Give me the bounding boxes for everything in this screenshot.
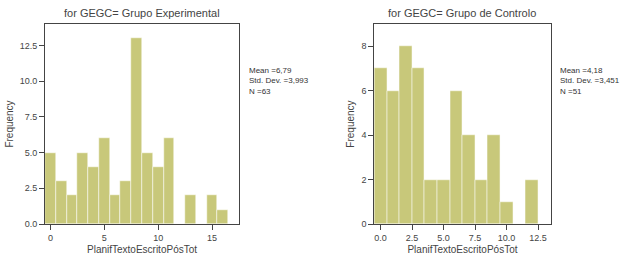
svg-text:2.5: 2.5 xyxy=(406,233,419,243)
svg-text:0: 0 xyxy=(361,219,366,229)
svg-text:0.0: 0.0 xyxy=(374,233,387,243)
svg-text:0: 0 xyxy=(48,233,53,243)
svg-text:PlanifTextoEscritoPósTot: PlanifTextoEscritoPósTot xyxy=(87,244,197,255)
svg-text:0.0: 0.0 xyxy=(25,219,38,229)
svg-text:Mean =6,79Std. Dev. =3,993N =6: Mean =6,79Std. Dev. =3,993N =63 xyxy=(249,66,309,96)
svg-text:Mean =4,18Std. Dev. =3,451N =5: Mean =4,18Std. Dev. =3,451N =51 xyxy=(560,66,620,96)
svg-text:8: 8 xyxy=(361,41,366,51)
svg-text:5.0: 5.0 xyxy=(25,148,38,158)
svg-text:5: 5 xyxy=(102,233,107,243)
svg-text:6: 6 xyxy=(361,86,366,96)
svg-text:for GEGC= Grupo de Controlo: for GEGC= Grupo de Controlo xyxy=(388,7,536,19)
svg-text:2: 2 xyxy=(361,175,366,185)
svg-text:Frequency: Frequency xyxy=(4,100,15,147)
svg-text:7.5: 7.5 xyxy=(25,112,38,122)
svg-text:2.5: 2.5 xyxy=(25,183,38,193)
svg-text:12.5: 12.5 xyxy=(529,233,547,243)
svg-text:Frequency: Frequency xyxy=(345,100,356,147)
svg-text:7.5: 7.5 xyxy=(469,233,482,243)
svg-text:12.5: 12.5 xyxy=(20,41,38,51)
svg-text:PlanifTextoEscritoPósTot: PlanifTextoEscritoPósTot xyxy=(407,244,517,255)
svg-text:4: 4 xyxy=(361,130,366,140)
svg-text:5.0: 5.0 xyxy=(437,233,450,243)
svg-text:15: 15 xyxy=(207,233,217,243)
svg-text:10.0: 10.0 xyxy=(20,76,38,86)
svg-text:for GEGC= Grupo Experimental: for GEGC= Grupo Experimental xyxy=(64,7,220,19)
svg-text:10.0: 10.0 xyxy=(498,233,516,243)
svg-text:10: 10 xyxy=(153,233,163,243)
